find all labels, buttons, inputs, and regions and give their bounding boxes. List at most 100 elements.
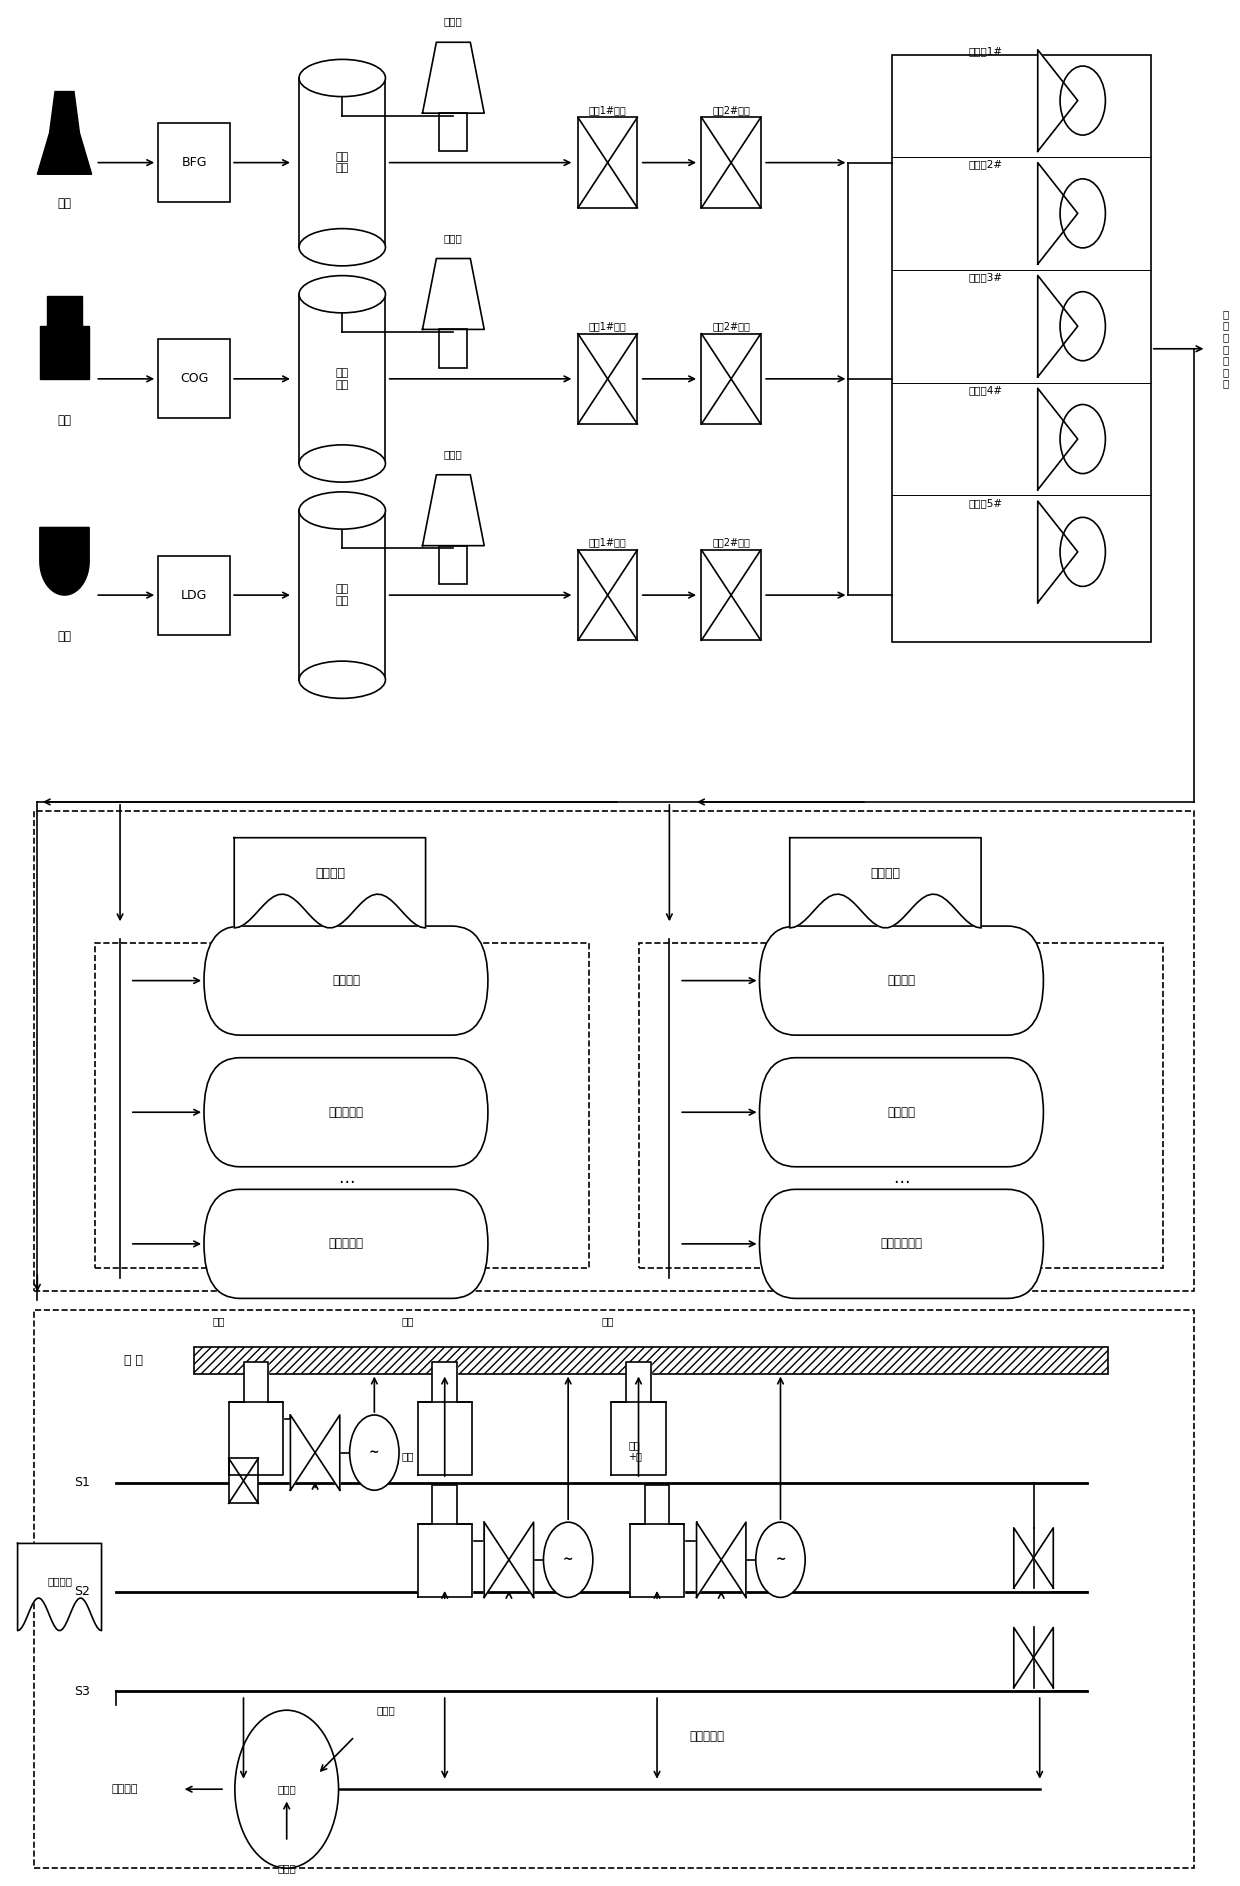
Ellipse shape	[299, 662, 386, 698]
Polygon shape	[697, 1522, 722, 1597]
Polygon shape	[423, 258, 484, 330]
Text: 电 网: 电 网	[124, 1354, 143, 1367]
Text: 厘板生产线: 厘板生产线	[329, 1105, 363, 1118]
Bar	[439, 545, 467, 585]
Polygon shape	[722, 1522, 746, 1597]
Ellipse shape	[299, 275, 386, 313]
Polygon shape	[433, 1362, 456, 1401]
Text: 放散塔: 放散塔	[444, 449, 463, 458]
Polygon shape	[1038, 49, 1078, 151]
Text: 转气2#蝶阀: 转气2#蝶阀	[712, 538, 750, 547]
Bar	[702, 117, 760, 207]
Text: 转气1#蝶阀: 转气1#蝶阀	[589, 538, 626, 547]
Bar	[299, 511, 386, 679]
Ellipse shape	[299, 445, 386, 483]
Polygon shape	[1038, 162, 1078, 264]
Text: 除氧器: 除氧器	[278, 1784, 296, 1794]
Polygon shape	[1014, 1528, 1033, 1588]
Bar	[578, 551, 637, 639]
FancyBboxPatch shape	[759, 1190, 1043, 1298]
Polygon shape	[40, 528, 89, 596]
Polygon shape	[315, 1414, 340, 1490]
Polygon shape	[1033, 1628, 1053, 1688]
Ellipse shape	[299, 492, 386, 530]
Text: 焦气1#蝶阀: 焦气1#蝶阀	[589, 321, 626, 332]
Bar	[228, 1458, 258, 1503]
Text: 余热: 余热	[402, 1452, 414, 1462]
Circle shape	[543, 1522, 593, 1597]
FancyBboxPatch shape	[205, 926, 487, 1035]
Bar	[439, 113, 467, 151]
Circle shape	[756, 1522, 805, 1597]
Text: 煤气
+煤: 煤气 +煤	[627, 1439, 642, 1462]
Circle shape	[1060, 66, 1105, 136]
Text: …: …	[337, 1169, 355, 1186]
Polygon shape	[37, 92, 92, 174]
Circle shape	[1060, 517, 1105, 587]
Circle shape	[350, 1414, 399, 1490]
Polygon shape	[418, 1524, 472, 1597]
Polygon shape	[243, 1362, 268, 1401]
Text: LDG: LDG	[181, 588, 207, 602]
Text: 煤气: 煤气	[212, 1316, 224, 1326]
Text: 加压机1#: 加压机1#	[968, 47, 1002, 57]
Text: 锅炉给水: 锅炉给水	[112, 1784, 138, 1794]
Bar	[892, 55, 1151, 641]
Polygon shape	[40, 326, 89, 379]
Text: 加压机4#: 加压机4#	[968, 385, 1002, 396]
Bar	[195, 1347, 1107, 1373]
Polygon shape	[484, 1522, 508, 1597]
Text: 焦炉: 焦炉	[57, 413, 72, 426]
Text: 冷轧生产线: 冷轧生产线	[329, 1237, 363, 1250]
Polygon shape	[645, 1484, 670, 1524]
Circle shape	[1060, 292, 1105, 360]
Bar	[33, 1309, 1194, 1869]
Bar	[33, 811, 1194, 1290]
Circle shape	[234, 1711, 339, 1869]
Polygon shape	[418, 1401, 472, 1475]
Text: 焦炉
气柜: 焦炉 气柜	[336, 368, 348, 390]
Bar	[639, 943, 1163, 1267]
Bar	[702, 334, 760, 424]
Text: 加压机2#: 加压机2#	[968, 160, 1002, 170]
Text: 高气1#蝶阀: 高气1#蝶阀	[589, 106, 626, 115]
Bar	[702, 551, 760, 639]
Text: ~: ~	[775, 1554, 786, 1565]
Text: S3: S3	[74, 1684, 89, 1697]
Text: 余热: 余热	[601, 1316, 614, 1326]
Polygon shape	[1038, 275, 1078, 377]
Text: 调节用户: 调节用户	[870, 868, 900, 881]
Text: 无缝管生产线: 无缝管生产线	[880, 1237, 923, 1250]
Text: BFG: BFG	[181, 157, 207, 170]
Text: COG: COG	[180, 372, 208, 385]
Text: 单
一
或
混
合
煤
气: 单 一 或 混 合 煤 气	[1223, 309, 1229, 389]
Text: 转炉: 转炉	[57, 630, 72, 643]
Text: 冷凝水管道: 冷凝水管道	[689, 1729, 724, 1743]
Text: 补充水: 补充水	[278, 1863, 296, 1873]
Polygon shape	[17, 1543, 102, 1631]
Text: ~: ~	[563, 1554, 573, 1565]
Bar	[159, 339, 229, 419]
Polygon shape	[1033, 1528, 1053, 1588]
Text: 焦化工序: 焦化工序	[888, 973, 915, 986]
Text: 高炉
气柜: 高炉 气柜	[336, 151, 348, 174]
Text: 缓冲用户: 缓冲用户	[47, 1577, 72, 1586]
Text: 加压机3#: 加压机3#	[968, 272, 1002, 283]
Bar	[578, 117, 637, 207]
Bar	[95, 943, 589, 1267]
Polygon shape	[1038, 502, 1078, 604]
FancyBboxPatch shape	[759, 1058, 1043, 1167]
Text: 放散塔: 放散塔	[444, 17, 463, 26]
Polygon shape	[1014, 1628, 1033, 1688]
Bar	[439, 330, 467, 368]
Bar	[299, 294, 386, 464]
Text: 焦气2#蝶阀: 焦气2#蝶阀	[712, 321, 750, 332]
Polygon shape	[630, 1524, 684, 1597]
Text: 刚性用户: 刚性用户	[315, 868, 345, 881]
Polygon shape	[1038, 389, 1078, 490]
Text: 高炉: 高炉	[57, 198, 72, 211]
Text: S2: S2	[74, 1586, 89, 1597]
Polygon shape	[626, 1362, 651, 1401]
Text: 煤气: 煤气	[402, 1316, 414, 1326]
Polygon shape	[611, 1401, 666, 1475]
